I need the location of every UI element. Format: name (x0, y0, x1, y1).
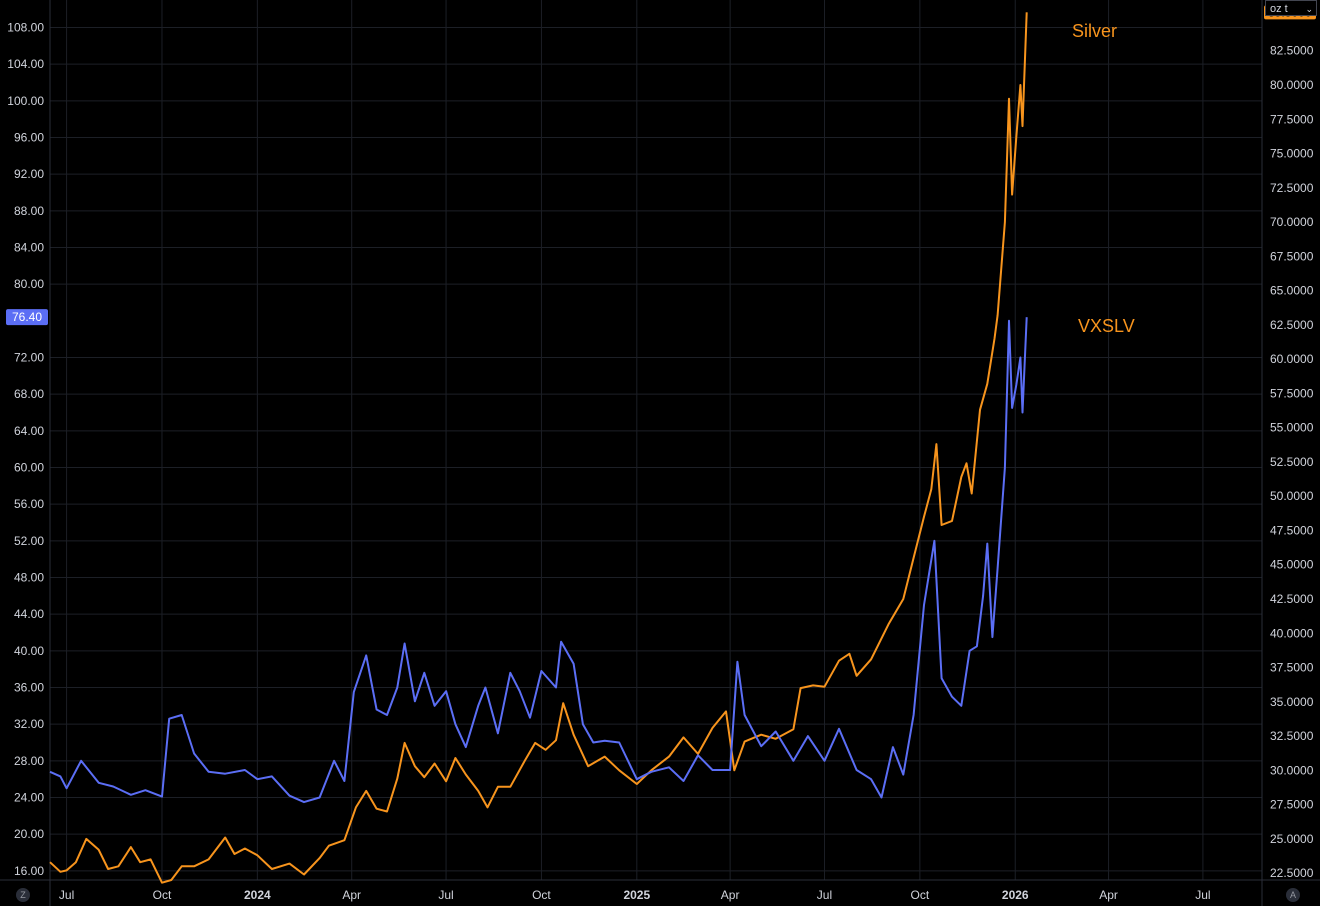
time-axis-tick-label: 2024 (244, 888, 271, 902)
right-axis-tick-label: 67.5000 (1270, 249, 1314, 263)
left-axis-tick-label: 44.00 (14, 607, 44, 621)
right-axis-tick-label: 80.0000 (1270, 78, 1314, 92)
right-axis-tick-label: 75.0000 (1270, 147, 1314, 161)
left-axis-tick-label: 20.00 (14, 827, 44, 841)
left-axis-tick-label: 36.00 (14, 681, 44, 695)
left-axis-tick-label: 56.00 (14, 497, 44, 511)
right-axis-tick-label: 50.0000 (1270, 489, 1314, 503)
time-axis-tick-label: Oct (911, 888, 930, 902)
time-axis-tick-label: Jul (438, 888, 453, 902)
left-axis-tick-label: 100.00 (7, 94, 44, 108)
left-axis-tick-label: 96.00 (14, 131, 44, 145)
left-axis-tick-label: 16.00 (14, 864, 44, 878)
time-axis-tick-label: Apr (1099, 888, 1118, 902)
time-axis-tick-label: Apr (721, 888, 740, 902)
right-axis-tick-label: 55.0000 (1270, 421, 1314, 435)
left-axis-tick-label: 72.00 (14, 351, 44, 365)
right-axis-tick-label: 77.5000 (1270, 112, 1314, 126)
right-axis-tick-label: 57.5000 (1270, 386, 1314, 400)
right-axis-tick-label: 45.0000 (1270, 558, 1314, 572)
left-axis-tick-label: 104.00 (7, 57, 44, 71)
left-axis-tick-label: 60.00 (14, 461, 44, 475)
right-axis-tick-label: 52.5000 (1270, 455, 1314, 469)
left-axis-tick-label: 88.00 (14, 204, 44, 218)
left-axis-tick-label: 28.00 (14, 754, 44, 768)
time-axis-tick-label: Apr (342, 888, 361, 902)
auto-scale-button[interactable]: A (1286, 888, 1300, 902)
left-axis-tick-label: 68.00 (14, 387, 44, 401)
time-zone-button[interactable]: Z (16, 888, 30, 902)
left-axis-tick-label: 52.00 (14, 534, 44, 548)
left-axis-tick-label: 40.00 (14, 644, 44, 658)
chevron-down-icon: ⌄ (1305, 4, 1313, 14)
right-axis-tick-label: 30.0000 (1270, 763, 1314, 777)
series-line-silver (49, 12, 1028, 884)
right-axis-tick-label: 65.0000 (1270, 284, 1314, 298)
right-axis-tick-label: 72.5000 (1270, 181, 1314, 195)
time-axis-tick-label: 2026 (1002, 888, 1029, 902)
time-axis-tick-label: Jul (1195, 888, 1210, 902)
right-axis-tick-label: 22.5000 (1270, 866, 1314, 880)
vxslv-last-value-label: 76.40 (12, 310, 42, 324)
right-axis-tick-label: 40.0000 (1270, 626, 1314, 640)
vxslv-last-value-badge (6, 309, 48, 326)
right-axis-tick-label: 42.5000 (1270, 592, 1314, 606)
left-axis-tick-label: 24.00 (14, 791, 44, 805)
annotation-vxslv: VXSLV (1078, 316, 1135, 336)
right-axis-tick-label: 27.5000 (1270, 798, 1314, 812)
left-axis-tick-label: 64.00 (14, 424, 44, 438)
time-axis-tick-label: Oct (153, 888, 172, 902)
unit-label: oz t (1270, 3, 1288, 15)
right-axis-tick-label: 25.0000 (1270, 832, 1314, 846)
series-line-vxslv (49, 317, 1028, 804)
left-axis-tick-label: 84.00 (14, 241, 44, 255)
time-axis-tick-label: Jul (59, 888, 74, 902)
unit-selector[interactable]: oz t ⌄ (1265, 0, 1317, 16)
annotation-silver: Silver (1072, 21, 1117, 41)
right-axis-tick-label: 82.5000 (1270, 44, 1314, 58)
right-axis-tick-label: 47.5000 (1270, 523, 1314, 537)
right-axis-tick-label: 60.0000 (1270, 352, 1314, 366)
right-axis-tick-label: 70.0000 (1270, 215, 1314, 229)
left-axis-tick-label: 108.00 (7, 21, 44, 35)
time-axis-tick-label: Oct (532, 888, 551, 902)
right-axis-tick-label: 32.5000 (1270, 729, 1314, 743)
time-axis-tick-label: 2025 (623, 888, 650, 902)
time-axis-tick-label: Jul (817, 888, 832, 902)
right-axis-tick-label: 35.0000 (1270, 695, 1314, 709)
left-axis-tick-label: 80.00 (14, 277, 44, 291)
left-axis-tick-label: 92.00 (14, 167, 44, 181)
left-axis-tick-label: 48.00 (14, 571, 44, 585)
right-axis-tick-label: 62.5000 (1270, 318, 1314, 332)
left-axis-tick-label: 32.00 (14, 717, 44, 731)
right-axis-tick-label: 37.5000 (1270, 661, 1314, 675)
